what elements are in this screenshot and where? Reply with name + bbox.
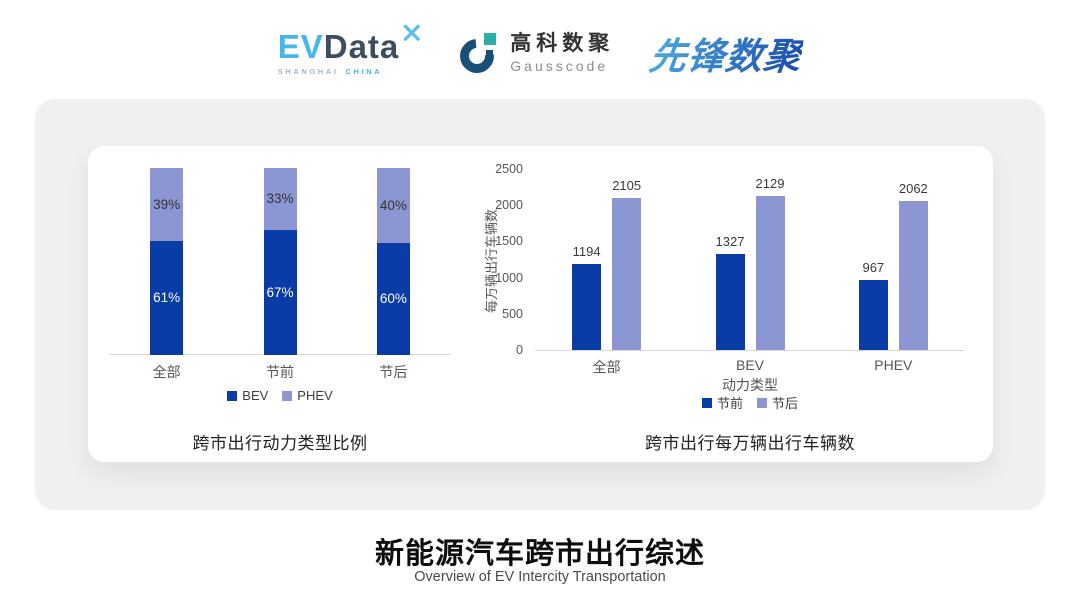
page-title: 新能源汽车跨市出行综述 bbox=[374, 538, 705, 570]
segment-BEV: 67% bbox=[263, 229, 297, 355]
legend-label: PHEV bbox=[297, 388, 333, 403]
value-label: 1194 bbox=[572, 243, 601, 259]
segment-PHEV: 33% bbox=[263, 168, 297, 230]
value-label: 2105 bbox=[612, 177, 642, 193]
value-label: 967 bbox=[862, 259, 885, 275]
evdata-tagline: SHANGHAI CHINA bbox=[278, 67, 423, 76]
segment-PHEV: 39% bbox=[150, 168, 184, 241]
legend-label: BEV bbox=[242, 388, 269, 403]
legend-item-节后: 节后 bbox=[757, 393, 798, 412]
charts-panel: 39% 61% 全部 33% 67% 节前 40% 60% 节后 BEV PHEV 跨市出行动力类型比… bbox=[88, 146, 993, 462]
legend: BEV PHEV bbox=[110, 388, 450, 403]
vehicles-per-10k-chart: 0 500 1000 1500 2000 2500 每万辆出行车辆数 1194 2105 全部 13… bbox=[478, 146, 993, 462]
legend-label: 节前 bbox=[716, 396, 743, 411]
bar-节后-PHEV bbox=[898, 200, 928, 350]
gausscode-cn-text: 高科数聚 bbox=[510, 31, 615, 55]
y-axis-label: 每万辆出行车辆数 bbox=[484, 208, 499, 313]
legend-item-节前: 节前 bbox=[701, 393, 743, 412]
value-label: 1327 bbox=[715, 233, 745, 249]
y-axis-tick: 1500 bbox=[495, 234, 523, 249]
gausscode-navy-square bbox=[486, 49, 494, 57]
gray-card: 39% 61% 全部 33% 67% 节前 40% 60% 节后 BEV PHEV 跨市出行动力类型比… bbox=[35, 99, 1045, 510]
gausscode-logo: 高科数聚 Gausscode bbox=[453, 32, 614, 80]
evdata-data-text: Data bbox=[323, 28, 400, 65]
y-axis-tick: 1000 bbox=[495, 270, 523, 285]
stacked-plot-area: 39% 61% 全部 33% 67% 节前 40% 60% 节后 BEV PHEV 跨市出行动力类型比… bbox=[110, 168, 450, 453]
y-axis-tick: 2000 bbox=[495, 198, 523, 213]
legend-item-PHEV: PHEV bbox=[282, 388, 333, 403]
x-axis-label: 动力类型 bbox=[722, 377, 778, 393]
power-type-ratio-chart: 39% 61% 全部 33% 67% 节前 40% 60% 节后 BEV PHEV 跨市出行动力类型比… bbox=[88, 146, 478, 462]
gausscode-wordmark: 高科数聚 Gausscode bbox=[510, 32, 614, 74]
category-label: 全部 bbox=[152, 364, 181, 380]
evdata-china-text: CHINA bbox=[345, 67, 383, 76]
bar-节后-全部 bbox=[612, 197, 642, 350]
y-axis-tick: 0 bbox=[516, 343, 523, 357]
bar-节前-PHEV bbox=[858, 280, 888, 350]
sparkle-icon bbox=[401, 22, 422, 47]
chart-title: 跨市出行动力类型比例 bbox=[192, 434, 368, 453]
legend-label: 节后 bbox=[772, 396, 799, 411]
evdata-ev-text: EV bbox=[277, 28, 324, 65]
y-axis-tick: 500 bbox=[502, 306, 523, 321]
category-label: PHEV bbox=[874, 357, 913, 373]
legend-swatch-icon bbox=[757, 397, 767, 408]
category-label: BEV bbox=[735, 357, 764, 373]
value-label: 2129 bbox=[755, 175, 785, 191]
legend: 节前 节后 bbox=[535, 393, 965, 412]
stacked-bar-全部: 39% 61% bbox=[150, 168, 184, 355]
legend-item-BEV: BEV bbox=[227, 388, 268, 403]
y-axis-tick: 2500 bbox=[495, 162, 523, 176]
legend-swatch-icon bbox=[227, 390, 238, 401]
chart-title: 跨市出行每万辆出行车辆数 bbox=[645, 434, 855, 453]
stacked-bar-节后: 40% 60% bbox=[376, 168, 410, 355]
gausscode-teal-square bbox=[484, 32, 497, 45]
gausscode-en-text: Gausscode bbox=[510, 58, 609, 75]
segment-BEV: 61% bbox=[150, 240, 184, 355]
category-label: 节后 bbox=[379, 364, 408, 380]
grouped-plot-area: 0 500 1000 1500 2000 2500 每万辆出行车辆数 1194 2105 全部 13… bbox=[484, 162, 965, 453]
bar-节前-全部 bbox=[572, 263, 602, 350]
legend-swatch-icon bbox=[701, 397, 712, 408]
evdata-logo: EV Data SHANGHAI CHINA bbox=[277, 24, 423, 76]
category-label: 节前 bbox=[266, 364, 294, 380]
bar-节前-BEV bbox=[715, 253, 745, 350]
bar-节后-BEV bbox=[755, 195, 785, 350]
evdata-wordmark: EV Data bbox=[277, 24, 423, 65]
value-label: 2062 bbox=[898, 180, 928, 196]
xianfeng-shuju-logo: 先锋数聚 bbox=[647, 26, 806, 80]
legend-swatch-icon bbox=[282, 390, 293, 401]
stacked-bar-节前: 33% 67% bbox=[263, 168, 297, 355]
evdata-shanghai-text: SHANGHAI bbox=[277, 67, 339, 76]
category-label: 全部 bbox=[592, 359, 621, 375]
page-subtitle: Overview of EV Intercity Transportation bbox=[414, 569, 666, 585]
gausscode-g-icon bbox=[453, 32, 502, 80]
header-logos: EV Data SHANGHAI CHINA 高科数聚 Gaus bbox=[0, 22, 1080, 84]
segment-BEV: 60% bbox=[376, 242, 410, 355]
segment-PHEV: 40% bbox=[376, 168, 410, 243]
